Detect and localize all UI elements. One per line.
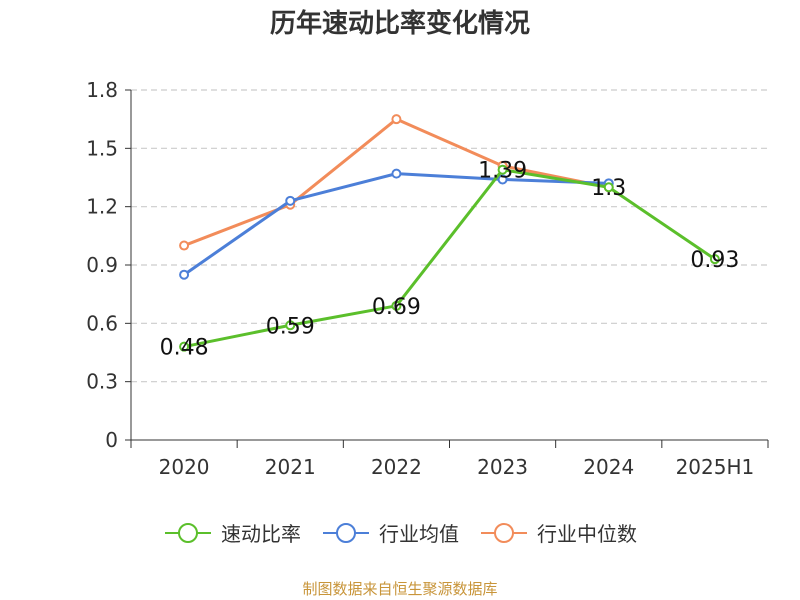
y-tick-label-6: 1.8: [86, 78, 118, 102]
data-label-1: 0.59: [266, 314, 315, 339]
data-point-1-0: [179, 269, 190, 280]
y-tick-label-0: 0: [105, 428, 118, 452]
data-point-2-2: [391, 114, 402, 125]
y-tick-label-4: 1.2: [86, 195, 118, 219]
data-point-0-4: [603, 182, 614, 193]
legend-label-industry-median: 行业中位数: [537, 522, 637, 546]
legend-symbol-quick-ratio: [165, 522, 211, 543]
legend-symbol-industry-mean: [323, 522, 369, 543]
data-point-0-5: [709, 254, 720, 265]
data-label-0: 0.48: [160, 336, 209, 361]
data-point-2-0: [179, 240, 190, 251]
source-note: 制图数据来自恒生聚源数据库: [302, 580, 498, 598]
data-label-2: 0.69: [372, 295, 421, 320]
data-label-4: 1.3: [591, 176, 626, 201]
legend-item-quick-ratio[interactable]: 速动比率: [163, 518, 301, 547]
series-line-1: [183, 172, 609, 276]
series-2: [179, 114, 614, 251]
y-tick-label-2: 0.6: [86, 311, 118, 335]
x-tick-label-2024: 2024: [583, 455, 634, 479]
chart-title: 历年速动比率变化情况: [269, 9, 530, 39]
legend-label-quick-ratio: 速动比率: [221, 522, 301, 546]
data-point-0-2: [391, 300, 402, 311]
data-label-3: 1.39: [478, 159, 527, 184]
legend: 速动比率 行业均值 行业中位数: [0, 518, 800, 547]
y-tick-label-5: 1.5: [86, 136, 118, 160]
data-label-5: 0.93: [690, 248, 739, 273]
legend-symbol-industry-median: [481, 522, 527, 543]
legend-item-industry-mean[interactable]: 行业均值: [321, 518, 459, 547]
x-tick-label-2025H1: 2025H1: [676, 455, 755, 479]
legend-item-industry-median[interactable]: 行业中位数: [479, 518, 637, 547]
series-line-0: [183, 168, 716, 349]
y-tick-label-3: 0.9: [86, 253, 118, 277]
y-tick-label-1: 0.3: [86, 370, 118, 394]
x-tick-label-2022: 2022: [371, 455, 422, 479]
series-1: [179, 168, 614, 280]
x-tick-label-2023: 2023: [477, 455, 528, 479]
legend-label-industry-mean: 行业均值: [379, 522, 459, 546]
data-point-0-0: [179, 341, 190, 352]
data-point-0-1: [285, 320, 296, 331]
data-point-1-1: [285, 195, 296, 206]
series-0: [179, 164, 720, 352]
x-tick-label-2021: 2021: [265, 455, 316, 479]
data-point-0-3: [497, 164, 508, 175]
x-tick-label-2020: 2020: [159, 455, 210, 479]
data-point-1-3: [497, 174, 508, 185]
data-point-1-2: [391, 168, 402, 179]
